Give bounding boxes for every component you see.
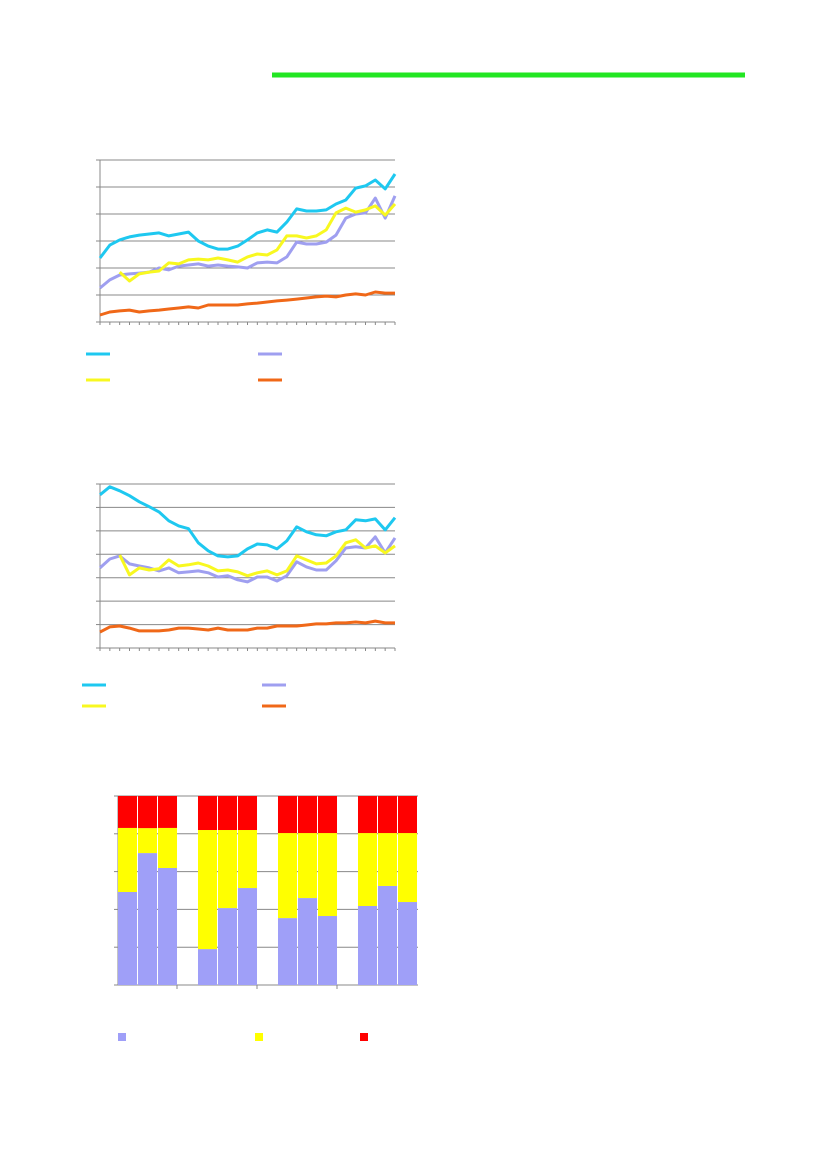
series-line	[98, 535, 397, 584]
bar-segment	[138, 853, 157, 985]
bar-segment	[298, 833, 317, 899]
bar-segment	[238, 796, 257, 831]
bar-segment	[158, 827, 177, 869]
series-line	[118, 203, 397, 283]
bar-segment	[378, 833, 397, 886]
legend-swatch	[118, 1033, 126, 1041]
bar-segment	[118, 827, 137, 893]
bar-segment	[378, 796, 397, 834]
bar-segment	[278, 833, 297, 919]
bar-segment	[218, 796, 237, 831]
legend-swatch	[360, 1033, 368, 1041]
bar-segment	[278, 796, 297, 834]
bar-segment	[358, 905, 377, 985]
bar-segment	[398, 833, 417, 903]
legend-swatch	[255, 1033, 263, 1041]
series-line	[99, 290, 395, 317]
bar-segment	[318, 916, 337, 985]
bar-segment	[398, 796, 417, 834]
bar-segment	[318, 796, 337, 834]
bar-segment	[218, 908, 237, 985]
bar-segment	[158, 796, 177, 828]
bar-segment	[298, 898, 317, 985]
bar-segment	[358, 796, 377, 834]
bar-segment	[378, 885, 397, 985]
bar-segment	[358, 833, 377, 906]
bar-segment	[238, 830, 257, 889]
series-line	[98, 173, 397, 259]
bar-segment	[198, 796, 217, 831]
series-line	[99, 485, 397, 559]
bar-segment	[278, 918, 297, 985]
bar-segment	[138, 828, 157, 854]
bar-segment	[318, 833, 337, 917]
bar-segment	[298, 796, 317, 834]
bar-segment	[398, 902, 417, 985]
series-line	[99, 619, 395, 634]
bar-segment	[198, 949, 217, 985]
bar-segment	[198, 830, 217, 950]
bar-segment	[218, 830, 237, 909]
series-line	[118, 538, 396, 578]
bar-segment	[118, 892, 137, 985]
header-rule	[272, 72, 745, 78]
bar-segment	[158, 868, 177, 985]
bar-segment	[138, 796, 157, 829]
bar-segment	[238, 888, 257, 985]
bar-segment	[118, 796, 137, 828]
